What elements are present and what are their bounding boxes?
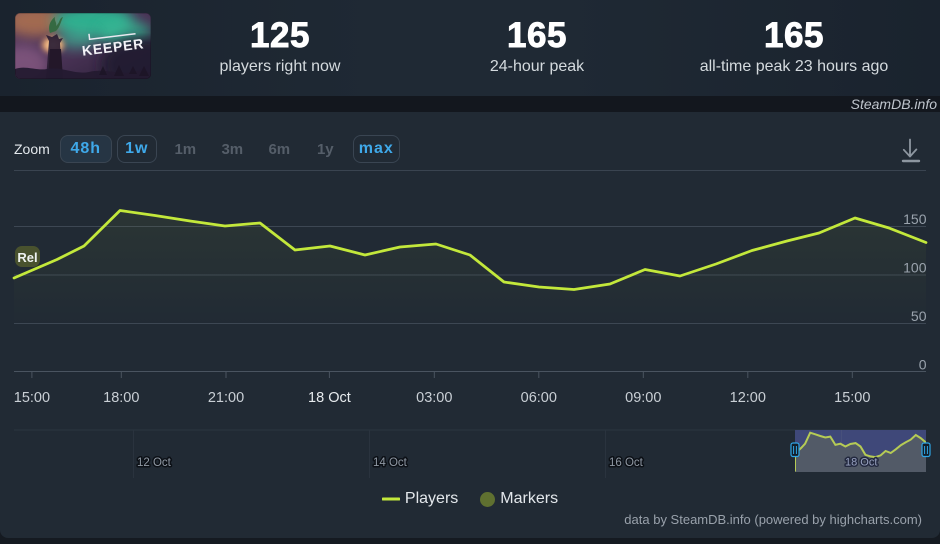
svg-text:16 Oct: 16 Oct bbox=[609, 457, 644, 469]
svg-text:03:00: 03:00 bbox=[416, 390, 452, 406]
svg-text:14 Oct: 14 Oct bbox=[373, 457, 408, 469]
svg-text:06:00: 06:00 bbox=[521, 390, 557, 406]
svg-text:100: 100 bbox=[903, 260, 927, 276]
svg-text:12:00: 12:00 bbox=[730, 390, 766, 406]
svg-text:0: 0 bbox=[919, 357, 927, 373]
svg-text:09:00: 09:00 bbox=[625, 390, 661, 406]
svg-text:150: 150 bbox=[903, 211, 927, 227]
svg-text:50: 50 bbox=[911, 308, 927, 324]
svg-text:18:00: 18:00 bbox=[103, 390, 139, 406]
svg-text:KEEPER: KEEPER bbox=[81, 35, 145, 58]
svg-text:15:00: 15:00 bbox=[834, 390, 870, 406]
svg-text:18 Oct: 18 Oct bbox=[845, 457, 877, 469]
svg-text:15:00: 15:00 bbox=[14, 390, 50, 406]
svg-text:12 Oct: 12 Oct bbox=[137, 457, 172, 469]
svg-text:21:00: 21:00 bbox=[208, 390, 244, 406]
svg-text:Rel: Rel bbox=[17, 250, 37, 265]
svg-text:18 Oct: 18 Oct bbox=[308, 390, 351, 406]
